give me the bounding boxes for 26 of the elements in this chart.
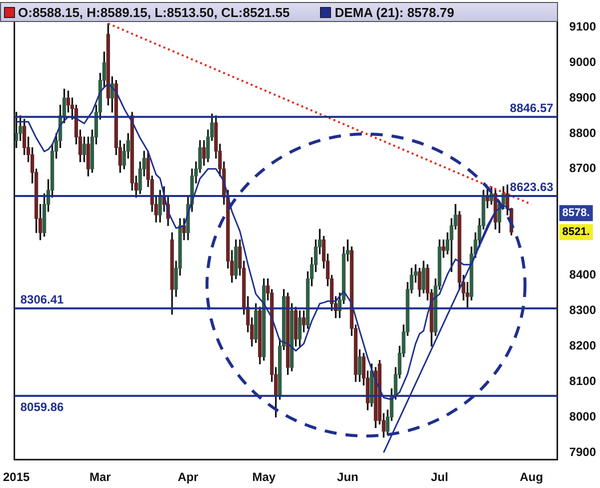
x-tick-label: Aug bbox=[520, 470, 544, 484]
y-tick-label: 8800 bbox=[569, 126, 596, 140]
text: 8521. bbox=[562, 226, 590, 238]
ref-line-label: 8623.63 bbox=[510, 180, 554, 194]
y-tick-label: 8200 bbox=[569, 338, 596, 352]
y-tick-label: 8000 bbox=[569, 409, 596, 424]
ref-line-label: 8306.41 bbox=[20, 292, 64, 306]
y-tick-label: 8100 bbox=[569, 374, 596, 388]
y-tick-label: 8900 bbox=[569, 90, 596, 104]
x-tick-label: Jun bbox=[337, 470, 358, 484]
y-tick-label: 8700 bbox=[569, 161, 596, 176]
x-tick-label: May bbox=[252, 470, 276, 484]
y-tick-label: 9100 bbox=[569, 19, 596, 34]
y-tick-label: 8300 bbox=[569, 303, 596, 318]
y-tick-label: 9000 bbox=[569, 54, 596, 69]
legend-label: DEMA (21): 8578.79 bbox=[334, 4, 454, 20]
x-tick-label: Mar bbox=[90, 470, 112, 484]
x-tick-label: Apr bbox=[178, 470, 199, 484]
ref-line-label: 8846.57 bbox=[510, 100, 554, 115]
y-tick-label: 7900 bbox=[569, 444, 596, 459]
x-tick-label: 2015 bbox=[2, 470, 30, 484]
chart-title: O:8588.15, H:8589.15, L:8513.50, CL:8521.55 bbox=[18, 4, 290, 20]
text: 8578. bbox=[562, 207, 590, 220]
y-tick-label: 8400 bbox=[569, 268, 596, 282]
x-tick-label: Jul bbox=[430, 470, 448, 484]
ref-line-label: 8059.86 bbox=[20, 400, 64, 414]
